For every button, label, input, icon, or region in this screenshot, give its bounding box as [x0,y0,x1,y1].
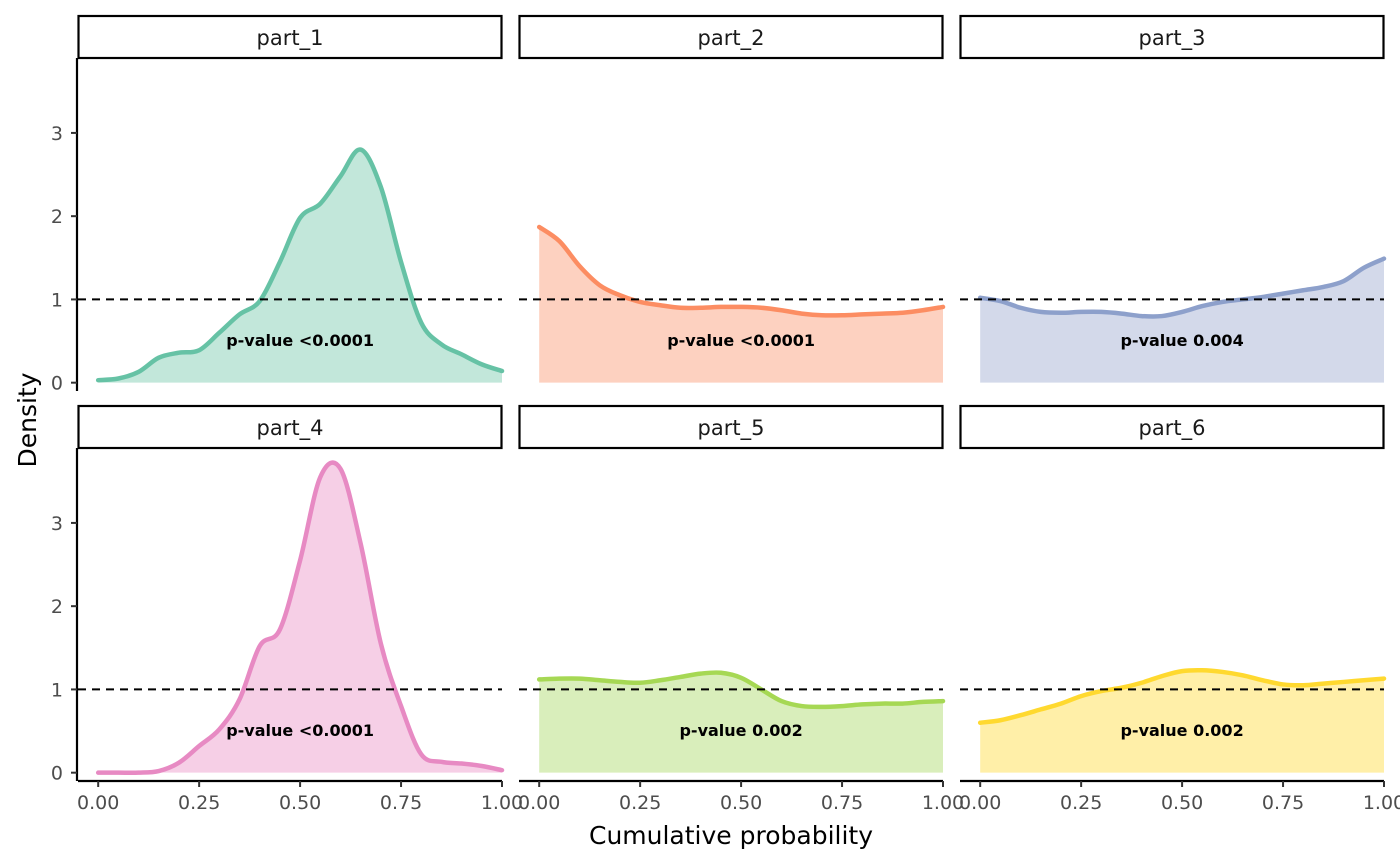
pvalue-label-part_5: p-value 0.002 [679,721,802,740]
density-line-part_1 [95,147,505,383]
x-tick-label: 0.75 [380,792,422,814]
pvalue-label-part_2: p-value <0.0001 [667,331,815,350]
panel-part_2: part_2 p-value <0.0001 [518,14,946,383]
y-tick-label: 1 [51,289,63,311]
strip-label-part_1: part_1 [257,26,324,51]
x-tick-label: 1.00 [922,792,964,814]
y-tick-label: 0 [51,763,63,785]
x-tick-label: 0.25 [619,792,661,814]
y-tick-label: 2 [51,206,63,228]
strip-label-part_3: part_3 [1139,26,1206,51]
density-area-part_5 [539,672,943,773]
strip-box-part_4 [77,404,503,450]
y-tick-label: 3 [51,513,63,535]
pvalue-label-part_1: p-value <0.0001 [226,331,374,350]
x-tick-label: 0.50 [279,792,321,814]
x-tick-label: 0.00 [959,792,1001,814]
x-axis-title: Cumulative probability [589,821,873,850]
x-tick-label: 0.75 [1262,792,1304,814]
strip-label-part_6: part_6 [1139,416,1206,441]
density-area-part_6 [980,670,1384,773]
density-line-part_2 [536,224,946,318]
strip-label-part_5: part_5 [698,416,765,441]
y-tick-label: 2 [51,596,63,618]
x-tick-label: 1.00 [481,792,523,814]
x-tick-label: 0.25 [178,792,220,814]
density-area-part_2 [539,227,943,383]
strip-box-part_6 [959,404,1385,450]
panel-part_4: part_4 p-value <0.0001 [77,404,505,776]
x-tick-label: 0.75 [821,792,863,814]
y-tick-label: 1 [51,679,63,701]
x-tick-label: 0.50 [720,792,762,814]
strip-label-part_4: part_4 [257,416,324,441]
strip-box-part_2 [518,14,944,60]
density-line-part_3 [977,256,1387,319]
strip-box-part_3 [959,14,1385,60]
density-line-part_4 [95,460,505,776]
panel-part_1: part_1 p-value <0.0001 [77,14,505,383]
pvalue-label-part_6: p-value 0.002 [1120,721,1243,740]
density-line-part_6 [977,667,1387,725]
density-area-part_4 [98,462,502,773]
y-axis-title: Density [13,372,42,467]
y-tick-label: 0 [51,373,63,395]
strip-box-part_5 [518,404,944,450]
x-tick-label: 1.00 [1363,792,1400,814]
panel-part_3: part_3 p-value 0.004 [959,14,1387,383]
panel-part_5: part_5 p-value 0.002 [518,404,946,773]
pvalue-label-part_4: p-value <0.0001 [226,721,374,740]
facet-panels: part_1 p-value <0.0001 part_2 p-value <0.00… [77,14,1387,776]
y-tick-label: 3 [51,123,63,145]
panel-part_6: part_6 p-value 0.002 [959,404,1387,773]
density-area-part_1 [98,149,502,383]
density-line-part_5 [536,670,946,710]
x-tick-label: 0.25 [1060,792,1102,814]
x-tick-label: 0.50 [1161,792,1203,814]
strip-label-part_2: part_2 [698,26,765,51]
pvalue-label-part_3: p-value 0.004 [1120,331,1243,350]
strip-box-part_1 [77,14,503,60]
density-area-part_3 [980,258,1384,383]
x-tick-label: 0.00 [518,792,560,814]
x-tick-label: 0.00 [77,792,119,814]
